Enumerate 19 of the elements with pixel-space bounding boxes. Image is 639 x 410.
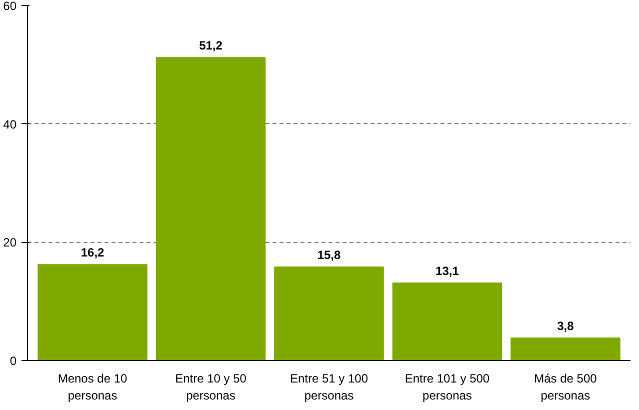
y-tick-label: 40 bbox=[3, 117, 17, 132]
y-tick-label: 60 bbox=[3, 0, 17, 13]
y-tick-label: 20 bbox=[3, 236, 17, 250]
data-label: 16,2 bbox=[80, 246, 105, 260]
y-tick-label: 0 bbox=[10, 354, 17, 368]
x-tick-label: Más de 500 personas bbox=[534, 372, 598, 402]
x-tick-label: Entre 101 y 500 personas bbox=[404, 372, 490, 402]
data-label: 3,8 bbox=[557, 319, 574, 334]
bar bbox=[38, 264, 148, 360]
bar bbox=[156, 57, 266, 360]
bar bbox=[510, 338, 620, 360]
x-tick-label: Menos de 10 personas bbox=[58, 372, 128, 402]
data-label: 15,8 bbox=[317, 248, 342, 262]
x-tick-label: Entre 10 y 50 personas bbox=[175, 372, 247, 402]
bar bbox=[392, 282, 502, 360]
x-tick-label: Entre 51 y 100 personas bbox=[290, 372, 368, 402]
data-label: 13,1 bbox=[436, 264, 460, 278]
bar bbox=[274, 266, 384, 360]
data-label: 51,2 bbox=[199, 38, 223, 53]
